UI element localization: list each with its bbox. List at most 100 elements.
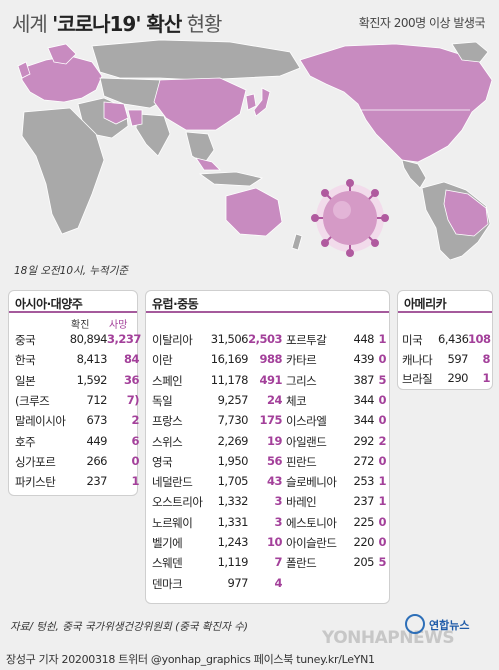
country-name: 스위스 <box>152 434 183 449</box>
credit-footer: 장성구 기자 20200318 트위터 @yonhap_graphics 페이스… <box>6 653 375 666</box>
table-row: 덴마크 977 4 <box>152 575 283 595</box>
table-row: 벨기에 1,243 10 <box>152 535 283 554</box>
country-name: (크루즈 <box>15 393 50 408</box>
death-count: 108 <box>468 332 491 346</box>
death-count: 24 <box>266 392 283 407</box>
death-count: 2,503 <box>248 332 282 346</box>
death-count: 1 <box>378 494 386 509</box>
table-row: 핀란드 272 0 <box>286 454 388 473</box>
country-name: 포르투갈 <box>286 333 327 347</box>
death-count: 0 <box>378 453 386 468</box>
table-row: 싱가포르 266 0 <box>15 454 140 473</box>
death-count: 0 <box>131 453 139 468</box>
country-name: 싱가포르 <box>15 454 56 469</box>
death-count: 36 <box>123 372 140 387</box>
subtitle: 확진자 200명 이상 발생국 <box>358 16 486 30</box>
title-prefix: 세계 <box>12 12 53 36</box>
death-count: 19 <box>266 433 283 448</box>
title-main: '코로나19' 확산 <box>52 12 182 36</box>
confirmed-count: 205 <box>353 555 375 570</box>
confirmed-count: 9,257 <box>217 392 249 407</box>
watermark: YONHAPNEWS <box>322 628 455 648</box>
confirmed-count: 290 <box>447 371 469 385</box>
confirmed-count: 6,436 <box>438 332 469 346</box>
country-name: 호주 <box>15 434 36 449</box>
table-row: 슬로베니아 253 1 <box>286 474 388 493</box>
country-name: 이란 <box>152 353 173 368</box>
death-count: 7 <box>274 555 282 570</box>
death-count: 0 <box>378 514 386 529</box>
table-row: 바레인 237 1 <box>286 494 388 513</box>
country-name: 스웨덴 <box>152 556 183 571</box>
death-count: 0 <box>378 535 386 549</box>
asia-panel-title: 아시아·대양주 <box>9 291 137 313</box>
confirmed-count: 1,705 <box>217 474 249 489</box>
table-row: 스페인 11,178 491 <box>152 372 283 392</box>
asia-oceania-panel: 아시아·대양주 확진 사망 중국 80,894 3,237 한국 8,413 84 일본 1,… <box>8 290 141 496</box>
confirmed-count: 977 <box>227 575 249 590</box>
country-name: 아일랜드 <box>286 434 327 449</box>
confirmed-count: 1,119 <box>217 555 249 570</box>
table-row: 한국 8,413 84 <box>15 352 140 371</box>
country-name: 오스트리아 <box>152 495 203 510</box>
country-name: 네덜란드 <box>152 475 193 490</box>
country-name: 슬로베니아 <box>286 475 337 490</box>
map-korea <box>245 93 257 111</box>
table-row: 체코 344 0 <box>286 393 388 412</box>
country-name: 프랑스 <box>152 414 183 429</box>
country-name: 브라질 <box>402 372 433 386</box>
death-count: 491 <box>259 372 282 387</box>
map-new-zealand <box>291 233 303 251</box>
map-japan <box>253 87 271 117</box>
country-name: 독일 <box>152 393 173 408</box>
country-name: 핀란드 <box>286 454 317 469</box>
death-count: 4 <box>274 575 282 590</box>
confirmed-count: 1,950 <box>217 453 249 468</box>
source-note: 자료/ 텅쉰, 중국 국가위생건강위원회 (중국 확진자 수) <box>10 621 248 633</box>
confirmed-count: 7,730 <box>217 413 249 428</box>
table-row: 파키스탄 237 1 <box>15 474 140 493</box>
death-count: 2 <box>131 413 139 428</box>
map-malaysia <box>195 157 221 171</box>
death-count: 988 <box>259 352 282 367</box>
europe-middle-east-panel: 유럽·중동 이탈리아 31,506 2,503 이란 16,169 988 스페인 11,17… <box>145 290 390 604</box>
death-count: 175 <box>259 413 282 428</box>
table-row: 아이슬란드 220 0 <box>286 535 388 554</box>
country-name: 일본 <box>15 373 36 388</box>
confirmed-count: 2,269 <box>217 433 249 448</box>
country-name: 파키스탄 <box>15 475 56 490</box>
table-row: 스웨덴 1,119 7 <box>152 555 283 574</box>
virus-icon <box>311 179 389 257</box>
death-count: 5 <box>378 372 386 387</box>
table-row: 스위스 2,269 19 <box>152 433 283 453</box>
country-name: 폴란드 <box>286 556 317 571</box>
yonhap-logo: 연합뉴스 <box>405 612 493 638</box>
table-row: 오스트리아 1,332 3 <box>152 494 283 513</box>
confirmed-count: 292 <box>353 433 375 448</box>
country-name: 영국 <box>152 454 173 469</box>
world-map <box>17 39 493 260</box>
table-row: 이스라엘 344 0 <box>286 413 388 432</box>
country-name: 체코 <box>286 393 307 408</box>
deaths-column-header: 사망 <box>109 320 128 331</box>
map-central-america <box>401 159 427 189</box>
table-row: 폴란드 205 5 <box>286 555 388 574</box>
table-row: 네덜란드 1,705 43 <box>152 474 283 493</box>
country-name: 캐나다 <box>402 352 433 367</box>
map-india <box>135 113 171 157</box>
confirmed-count: 712 <box>86 392 108 407</box>
confirmed-count: 31,506 <box>210 332 249 346</box>
death-count: 3 <box>274 514 282 529</box>
map-africa <box>21 107 105 235</box>
map-brazil <box>443 189 489 237</box>
table-row: 이탈리아 31,506 2,503 <box>152 332 283 351</box>
country-name: 카타르 <box>286 353 317 368</box>
confirmed-count: 80,894 <box>69 332 108 346</box>
country-name: 이스라엘 <box>286 414 327 429</box>
confirmed-count: 448 <box>353 332 375 346</box>
confirmed-count: 225 <box>353 514 375 529</box>
confirmed-count: 253 <box>353 474 375 489</box>
death-count: 7) <box>126 392 140 407</box>
death-count: 3,237 <box>107 332 141 346</box>
confirmed-count: 220 <box>353 535 375 549</box>
